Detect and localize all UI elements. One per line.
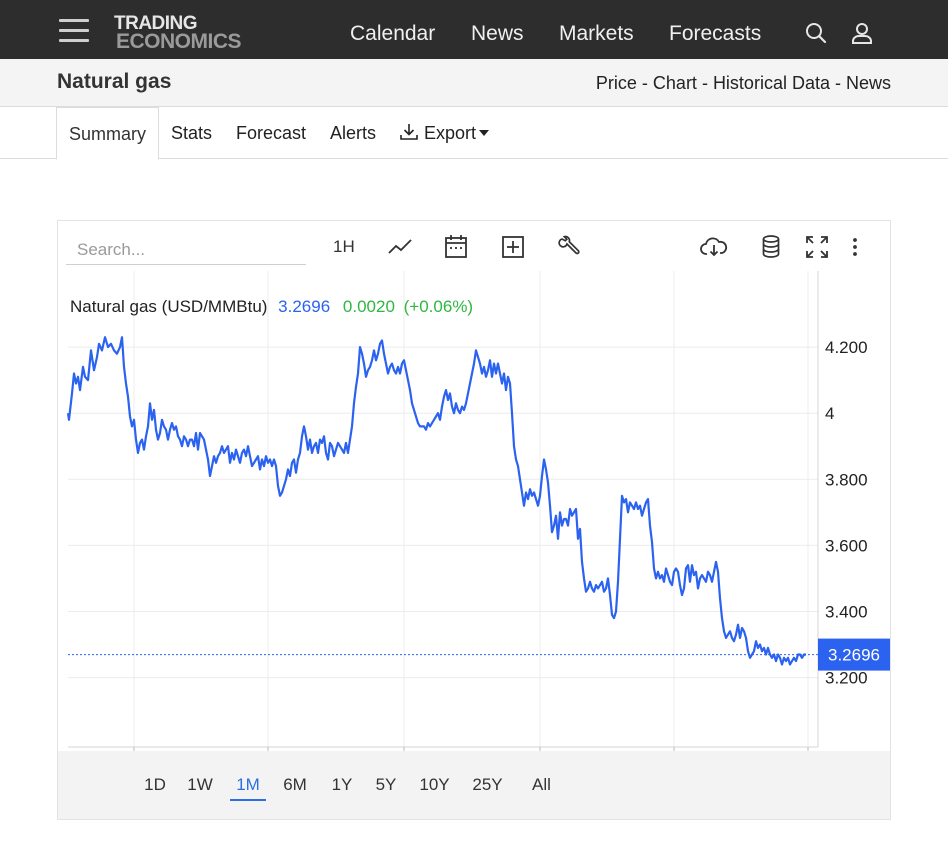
- database-icon[interactable]: [760, 233, 782, 261]
- y-tick-label: 4.200: [825, 338, 868, 357]
- breadcrumb-separator: -: [696, 73, 713, 93]
- download-icon: [400, 124, 418, 140]
- y-tick-label: 3.400: [825, 602, 868, 621]
- period-all-button[interactable]: All: [532, 775, 551, 794]
- tab-summary[interactable]: Summary: [56, 107, 160, 160]
- breadcrumb-chart-link[interactable]: Chart: [652, 73, 697, 93]
- tab-bar: Summary Stats Forecast Alerts Export: [0, 107, 948, 160]
- tab-forecast[interactable]: Forecast: [236, 123, 307, 143]
- chart-search-input[interactable]: [66, 235, 306, 265]
- menu-icon[interactable]: [59, 19, 89, 43]
- chart-type-icon[interactable]: [387, 233, 413, 261]
- period-1m-button[interactable]: 1M: [230, 773, 266, 801]
- fullscreen-icon[interactable]: [804, 233, 830, 261]
- price-line: [66, 336, 807, 666]
- search-icon[interactable]: [804, 21, 828, 45]
- last-price-tag-bg: [818, 638, 890, 671]
- period-1y-button[interactable]: 1Y: [331, 775, 353, 794]
- add-indicator-icon[interactable]: [501, 233, 525, 261]
- period-1w-button[interactable]: 1W: [187, 775, 213, 794]
- breadcrumb-historical-link[interactable]: Historical Data: [712, 73, 830, 93]
- period-6m-button[interactable]: 6M: [283, 775, 307, 794]
- logo-line-1: TRADING: [114, 13, 198, 34]
- export-label: Export: [424, 123, 477, 143]
- y-axis: 4.200 4 3.800 3.600 3.400 3.200: [825, 338, 868, 687]
- y-tick-label: 3.800: [825, 470, 868, 489]
- period-10y-button[interactable]: 10Y: [419, 775, 450, 794]
- subheader: Natural gas Price - Chart - Historical D…: [0, 59, 948, 107]
- y-tick-label: 3.200: [825, 669, 868, 688]
- chart-grid: [68, 271, 819, 748]
- more-options-icon[interactable]: [851, 233, 859, 261]
- interval-button[interactable]: 1H: [333, 237, 355, 256]
- nav-forecasts-link[interactable]: Forecasts: [669, 22, 762, 45]
- tab-stats[interactable]: Stats: [171, 123, 213, 143]
- nav-calendar-link[interactable]: Calendar: [350, 22, 436, 45]
- legend-price: 3.2696: [278, 297, 330, 316]
- y-tick-label: 4: [825, 404, 834, 423]
- tab-export[interactable]: Export: [399, 107, 490, 159]
- caret-down-icon: [479, 129, 490, 136]
- legend-change: 0.0020: [343, 297, 395, 316]
- logo[interactable]: TRADING ECONOMICS: [114, 14, 264, 54]
- y-tick-label: 3.600: [825, 536, 868, 555]
- period-25y-button[interactable]: 25Y: [472, 775, 503, 794]
- wrench-icon[interactable]: [557, 233, 581, 261]
- breadcrumb: Price - Chart - Historical Data - News: [596, 73, 891, 94]
- logo-line-2: ECONOMICS: [116, 30, 242, 53]
- calendar-icon[interactable]: [444, 233, 468, 261]
- period-5y-button[interactable]: 5Y: [375, 775, 397, 794]
- chart-legend: Natural gas (USD/MMBtu) 3.2696 0.0020 (+…: [70, 297, 473, 316]
- chart-panel: 1H Mar26Apr71117 4.200 4 3.800 3.600 3.400 3.…: [57, 220, 891, 820]
- last-price-tag: 3.2696: [818, 638, 890, 671]
- price-chart[interactable]: Mar26Apr71117 4.200 4 3.800 3.600 3.400 3.200…: [58, 271, 890, 751]
- tab-alerts[interactable]: Alerts: [330, 123, 377, 143]
- legend-change-pct: (+0.06%): [404, 297, 473, 316]
- breadcrumb-price-link[interactable]: Price: [595, 73, 637, 93]
- breadcrumb-separator: -: [636, 73, 653, 93]
- last-price-tag-label: 3.2696: [828, 646, 880, 665]
- breadcrumb-separator: -: [829, 73, 846, 93]
- nav-news-link[interactable]: News: [471, 22, 524, 45]
- cloud-download-icon[interactable]: [699, 233, 729, 261]
- nav-markets-link[interactable]: Markets: [559, 22, 634, 45]
- legend-series-name: Natural gas (USD/MMBtu): [70, 297, 267, 316]
- x-axis: Mar26Apr71117: [133, 747, 809, 751]
- period-1d-button[interactable]: 1D: [144, 775, 166, 794]
- page-title: Natural gas: [57, 70, 172, 93]
- breadcrumb-news-link[interactable]: News: [845, 73, 891, 93]
- period-selector: 1D 1W 1M 6M 1Y 5Y 10Y 25Y All: [58, 751, 890, 819]
- top-nav-bar: TRADING ECONOMICS Calendar News Markets …: [0, 0, 948, 59]
- user-icon[interactable]: [850, 21, 874, 45]
